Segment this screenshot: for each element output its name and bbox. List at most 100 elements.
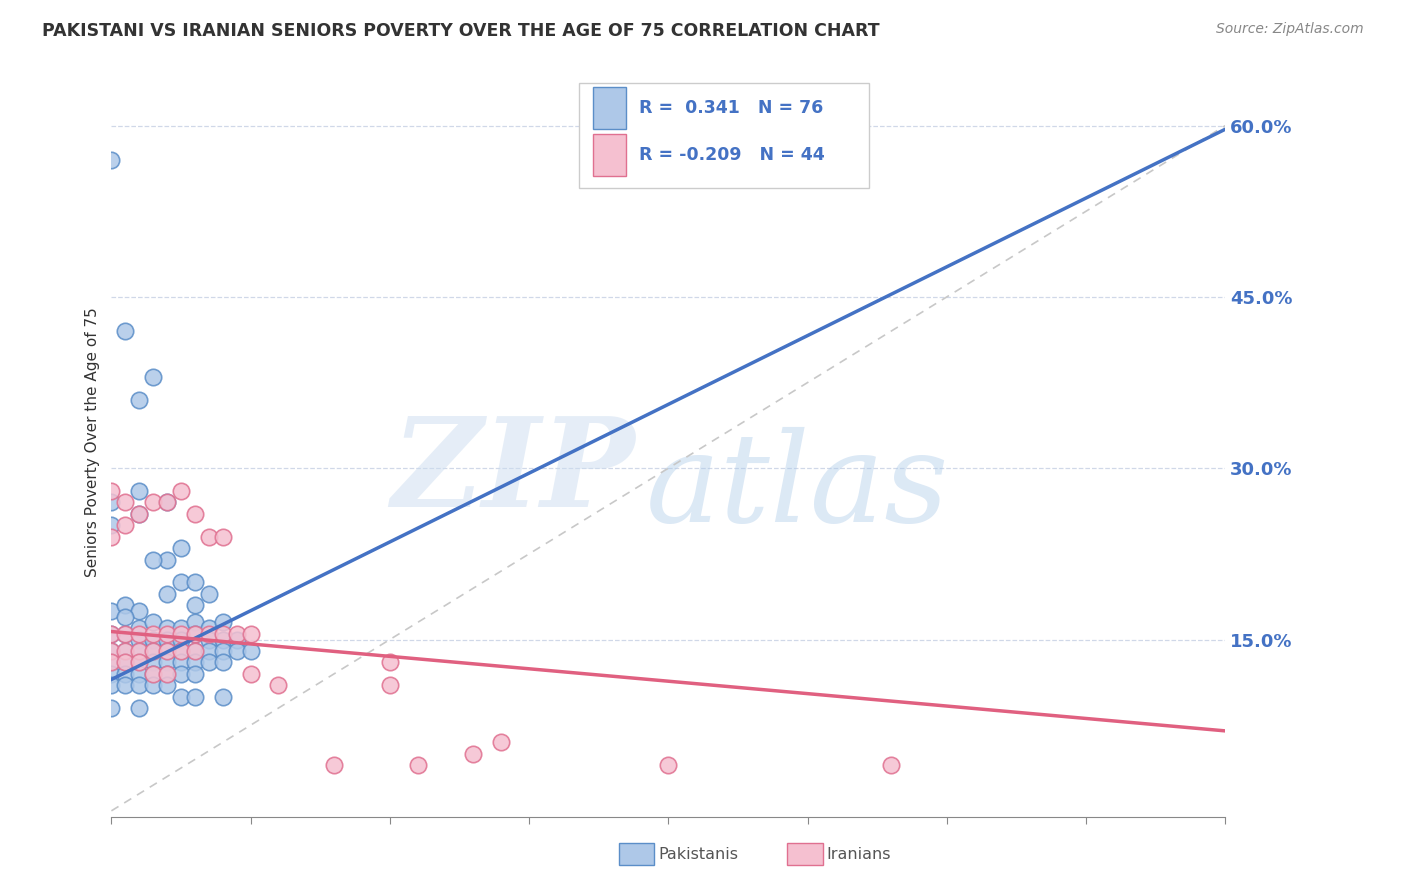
Point bbox=[239, 627, 262, 641]
Point bbox=[100, 627, 122, 641]
Point bbox=[880, 758, 903, 772]
Point bbox=[114, 656, 136, 670]
Point bbox=[128, 604, 150, 618]
Point bbox=[211, 644, 233, 658]
Text: ZIP: ZIP bbox=[391, 412, 636, 533]
Point bbox=[142, 666, 165, 681]
Point bbox=[170, 656, 193, 670]
Point bbox=[225, 627, 247, 641]
Point bbox=[100, 604, 122, 618]
Point bbox=[128, 678, 150, 692]
Point bbox=[156, 495, 179, 509]
Text: Source: ZipAtlas.com: Source: ZipAtlas.com bbox=[1216, 22, 1364, 37]
Point bbox=[114, 518, 136, 533]
Point bbox=[491, 735, 513, 749]
FancyBboxPatch shape bbox=[592, 87, 626, 128]
Point bbox=[128, 507, 150, 521]
Point bbox=[170, 644, 193, 658]
FancyBboxPatch shape bbox=[592, 135, 626, 176]
Point bbox=[184, 575, 207, 590]
Point bbox=[100, 644, 122, 658]
Point bbox=[100, 656, 122, 670]
Point bbox=[114, 656, 136, 670]
Point bbox=[142, 632, 165, 647]
Point bbox=[239, 644, 262, 658]
Point bbox=[184, 599, 207, 613]
Point bbox=[156, 621, 179, 635]
Point bbox=[128, 621, 150, 635]
Point bbox=[128, 656, 150, 670]
Point bbox=[128, 666, 150, 681]
Point bbox=[142, 644, 165, 658]
Point bbox=[463, 747, 485, 761]
Point bbox=[184, 644, 207, 658]
Text: R = -0.209   N = 44: R = -0.209 N = 44 bbox=[640, 146, 825, 164]
Point bbox=[198, 632, 221, 647]
Point bbox=[184, 615, 207, 630]
Text: R =  0.341   N = 76: R = 0.341 N = 76 bbox=[640, 99, 824, 117]
Point bbox=[378, 656, 401, 670]
Point bbox=[128, 644, 150, 658]
Point bbox=[170, 666, 193, 681]
Point bbox=[142, 627, 165, 641]
Point bbox=[156, 666, 179, 681]
Point bbox=[100, 656, 122, 670]
Point bbox=[142, 656, 165, 670]
Point bbox=[128, 644, 150, 658]
Point bbox=[211, 632, 233, 647]
Point bbox=[100, 530, 122, 544]
Point bbox=[323, 758, 346, 772]
Point bbox=[198, 644, 221, 658]
Point bbox=[142, 369, 165, 384]
Point bbox=[156, 678, 179, 692]
Text: atlas: atlas bbox=[645, 426, 949, 549]
Text: PAKISTANI VS IRANIAN SENIORS POVERTY OVER THE AGE OF 75 CORRELATION CHART: PAKISTANI VS IRANIAN SENIORS POVERTY OVE… bbox=[42, 22, 880, 40]
Point bbox=[114, 644, 136, 658]
Point bbox=[100, 678, 122, 692]
Point bbox=[128, 392, 150, 407]
Point bbox=[156, 644, 179, 658]
Point bbox=[170, 627, 193, 641]
Point bbox=[100, 701, 122, 715]
Point bbox=[114, 495, 136, 509]
Point bbox=[225, 632, 247, 647]
Point bbox=[657, 758, 679, 772]
Point bbox=[114, 627, 136, 641]
Text: Pakistanis: Pakistanis bbox=[658, 847, 738, 862]
Point bbox=[239, 666, 262, 681]
Point bbox=[170, 690, 193, 704]
Point bbox=[184, 644, 207, 658]
Point bbox=[114, 678, 136, 692]
Point bbox=[211, 530, 233, 544]
Point bbox=[142, 615, 165, 630]
Point bbox=[184, 656, 207, 670]
Point bbox=[142, 678, 165, 692]
Point bbox=[100, 484, 122, 499]
Y-axis label: Seniors Poverty Over the Age of 75: Seniors Poverty Over the Age of 75 bbox=[86, 308, 100, 577]
Point bbox=[100, 153, 122, 167]
Point bbox=[100, 495, 122, 509]
Point bbox=[198, 656, 221, 670]
Point bbox=[406, 758, 429, 772]
Point bbox=[184, 627, 207, 641]
Point bbox=[267, 678, 290, 692]
Point bbox=[198, 530, 221, 544]
Point bbox=[170, 632, 193, 647]
Point bbox=[128, 656, 150, 670]
Point bbox=[156, 627, 179, 641]
Point bbox=[198, 627, 221, 641]
Point bbox=[184, 507, 207, 521]
Point bbox=[156, 552, 179, 566]
Point bbox=[128, 701, 150, 715]
Point bbox=[211, 615, 233, 630]
Point bbox=[114, 627, 136, 641]
Point bbox=[114, 324, 136, 338]
Point bbox=[100, 518, 122, 533]
Point bbox=[170, 575, 193, 590]
Point bbox=[128, 627, 150, 641]
Point bbox=[184, 627, 207, 641]
Point bbox=[142, 552, 165, 566]
Point bbox=[156, 495, 179, 509]
FancyBboxPatch shape bbox=[579, 84, 869, 188]
Point bbox=[142, 666, 165, 681]
